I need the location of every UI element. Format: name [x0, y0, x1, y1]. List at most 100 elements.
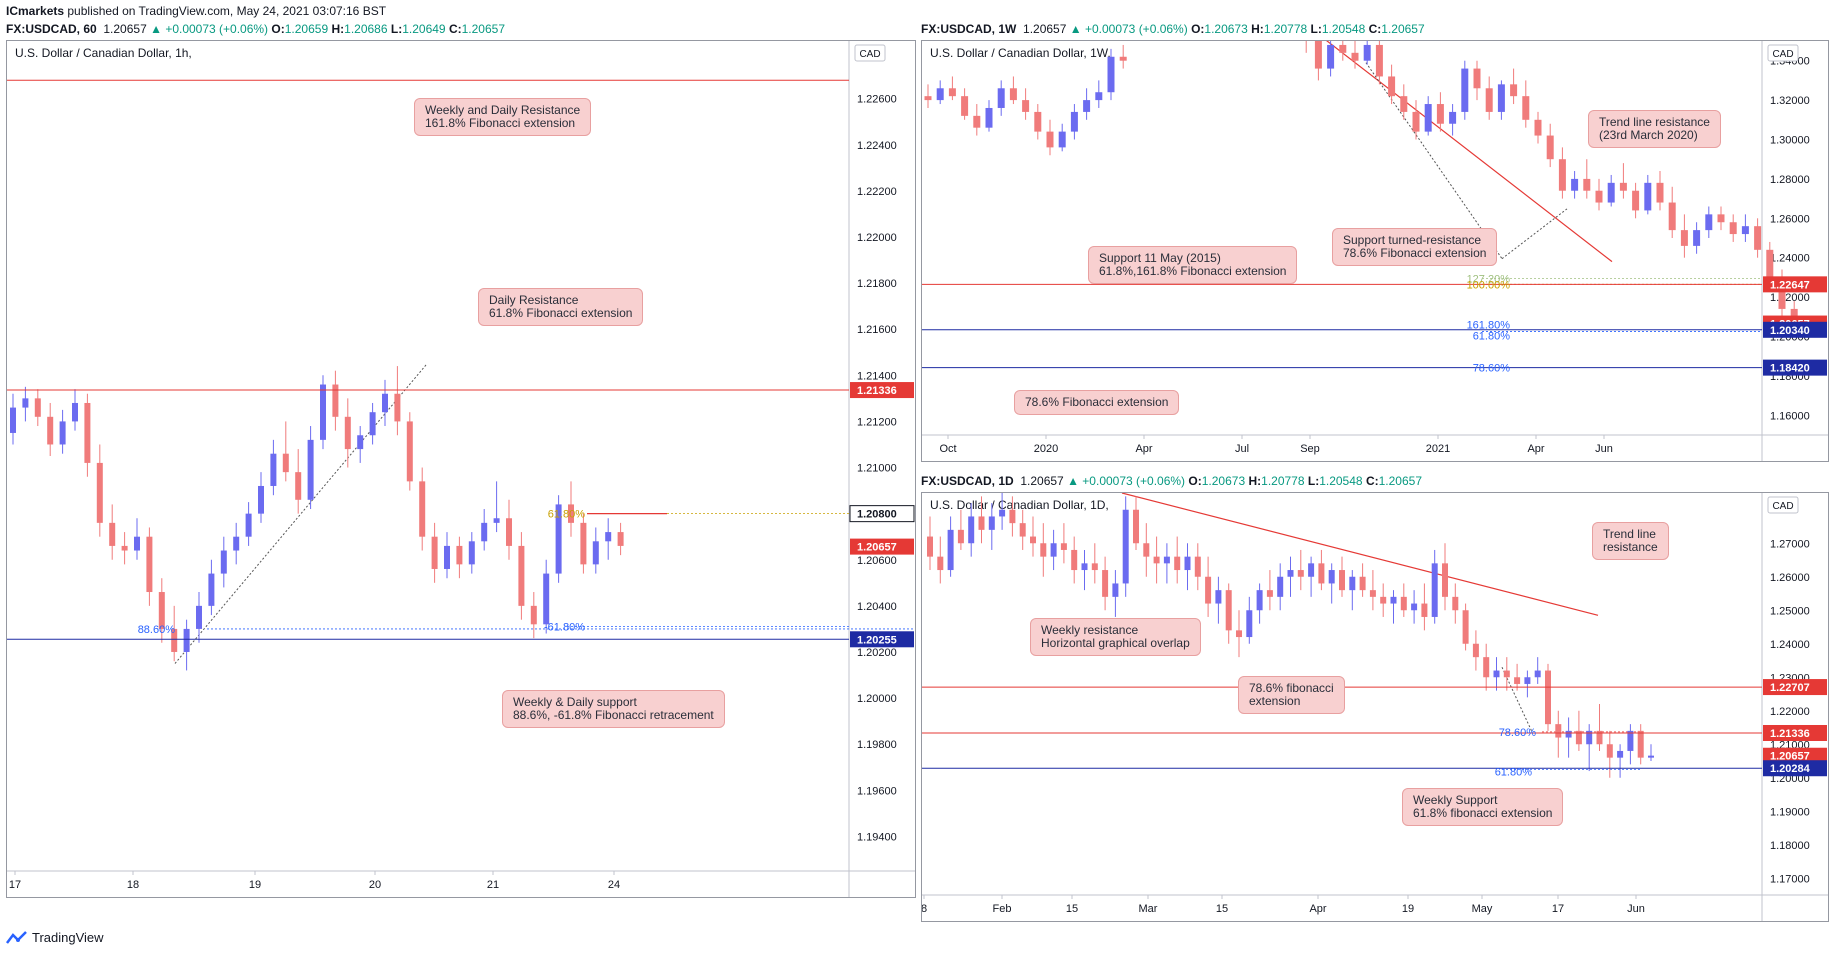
- price-tag: [850, 538, 914, 555]
- candle-body: [1462, 610, 1469, 644]
- currency-box: [854, 44, 886, 62]
- candle-body: [605, 532, 612, 542]
- chart1-svg[interactable]: 1.22600 1.22400 1.22200 1.22000 1.21800 1.216…: [7, 41, 915, 897]
- candle-body: [1637, 730, 1644, 758]
- y-tick-label: 1.22400: [857, 140, 897, 152]
- price-tag-label: 1.20657: [857, 542, 897, 554]
- price-tag: [1763, 760, 1827, 777]
- candle-body: [344, 416, 351, 450]
- y-tick-label: 1.26000: [1770, 572, 1810, 584]
- candle-body: [1277, 576, 1284, 597]
- footer-brand[interactable]: TradingView: [6, 930, 104, 945]
- candle-body: [961, 96, 969, 116]
- chart3-ohlc: FX:USDCAD, 1D 1.20657 ▲ +0.00073 (+0.06%…: [921, 474, 1422, 488]
- chart1-ohlc: FX:USDCAD, 60 1.20657 ▲ +0.00073 (+0.06%…: [6, 22, 506, 36]
- candle-body: [1571, 178, 1579, 191]
- candle-body: [1606, 744, 1613, 758]
- x-tick-label: 15: [1066, 903, 1078, 915]
- price-tag: [1763, 679, 1827, 696]
- x-tick-label: Sep: [1300, 443, 1320, 455]
- candle-body: [394, 393, 401, 422]
- candle-body: [1483, 657, 1490, 678]
- callout-78-fib-extension: 78.6% Fibonacci extension: [1014, 390, 1180, 415]
- candle-body: [282, 453, 289, 473]
- callout-daily-resistance: Daily Resistance 61.8% Fibonacci extensi…: [478, 288, 644, 326]
- candle-body: [1790, 308, 1798, 321]
- chart2-ohlc: FX:USDCAD, 1W 1.20657 ▲ +0.00073 (+0.06%…: [921, 22, 1425, 36]
- series-label: U.S. Dollar / Canadian Dollar, 1D,: [930, 498, 1109, 512]
- chart3-panel[interactable]: 1.27000 1.26000 1.25000 1.24000 1.23000 1.220…: [921, 492, 1829, 922]
- candle-body: [1363, 44, 1371, 61]
- candle-body: [997, 88, 1005, 108]
- candle-body: [937, 556, 944, 571]
- x-tick-label: Feb: [993, 903, 1012, 915]
- candle-body: [936, 88, 944, 101]
- trend-line: [1121, 493, 1599, 616]
- x-tick-label: 17: [1552, 903, 1564, 915]
- callout-weekly-support: Weekly Support 61.8% fibonacci extension: [1402, 788, 1564, 826]
- candle-body: [1632, 190, 1640, 211]
- callout-trend-line-resistance: Trend line resistance: [1592, 522, 1669, 560]
- candle-body: [1081, 563, 1088, 571]
- y-tick-label: 1.22200: [857, 186, 897, 198]
- y-tick-label: 1.20600: [857, 555, 897, 567]
- candle-body: [1174, 556, 1181, 571]
- candle-body: [1225, 590, 1232, 631]
- candle-body: [1205, 576, 1212, 604]
- candle-body: [1503, 670, 1510, 678]
- candle-body: [1083, 100, 1091, 112]
- price-tag-label: 1.22647: [1770, 279, 1810, 291]
- y-tick-label: 1.22000: [1770, 292, 1810, 304]
- candle-body: [10, 407, 16, 433]
- currency-box: [1767, 496, 1799, 514]
- candle-body: [307, 439, 314, 500]
- price-tag-label: 1.21336: [1770, 728, 1810, 740]
- candle-body: [258, 485, 264, 514]
- y-tick-label: 1.20000: [857, 693, 897, 705]
- price-tag-label: 1.21336: [857, 385, 897, 397]
- candle-body: [1369, 590, 1376, 597]
- footer-brand-label: TradingView: [32, 930, 104, 945]
- price-tag: [850, 631, 914, 648]
- candle-body: [1575, 730, 1582, 745]
- y-tick-label: 1.19600: [857, 785, 897, 797]
- chart2-svg[interactable]: 1.34000 1.32000 1.30000 1.28000 1.26000 1.240…: [922, 41, 1828, 461]
- candle-body: [1778, 277, 1786, 309]
- price-tag: [1763, 276, 1827, 293]
- candle-body: [1009, 88, 1017, 101]
- candle-body: [1060, 543, 1067, 550]
- y-tick-label: 1.21200: [857, 416, 897, 428]
- candle-body: [444, 545, 450, 569]
- price-tag-label: 1.20657: [1770, 751, 1810, 763]
- candle-body: [1095, 92, 1103, 101]
- x-tick-label: 24: [608, 879, 620, 891]
- publish-header: ICmarkets published on TradingView.com, …: [6, 4, 386, 18]
- candle-body: [332, 384, 339, 417]
- candle-body: [34, 398, 41, 417]
- tradingview-logo-icon: [6, 930, 27, 944]
- candle-body: [543, 573, 550, 625]
- candle-body: [1565, 730, 1572, 738]
- x-tick-label: Mar: [1139, 903, 1158, 915]
- candle-body: [1339, 570, 1345, 591]
- candle-body: [1514, 677, 1521, 684]
- candle-body: [1297, 570, 1304, 577]
- candle-body: [1308, 563, 1315, 577]
- fib-label: 127.20%: [1467, 273, 1511, 285]
- y-tick-label: 1.22000: [857, 232, 897, 244]
- chart1-panel[interactable]: 1.22600 1.22400 1.22200 1.22000 1.21800 1.216…: [6, 40, 916, 898]
- candle-body: [530, 605, 537, 625]
- y-tick-label: 1.30000: [1770, 135, 1810, 147]
- chart3-svg[interactable]: 1.270001.260001.250001.240001.230001.220…: [922, 493, 1828, 921]
- x-tick-label: Apr: [1135, 443, 1152, 455]
- candle-body: [1349, 576, 1356, 591]
- candle-body: [1339, 44, 1347, 53]
- candle-body: [146, 536, 153, 593]
- currency-label: CAD: [1772, 49, 1793, 60]
- price-tag: [850, 382, 914, 399]
- candle-body: [1133, 509, 1139, 544]
- fib-label: 61.80%: [1495, 766, 1533, 778]
- candle-body: [1558, 159, 1566, 191]
- candle-body: [208, 573, 215, 606]
- x-tick-label: 2021: [1426, 443, 1450, 455]
